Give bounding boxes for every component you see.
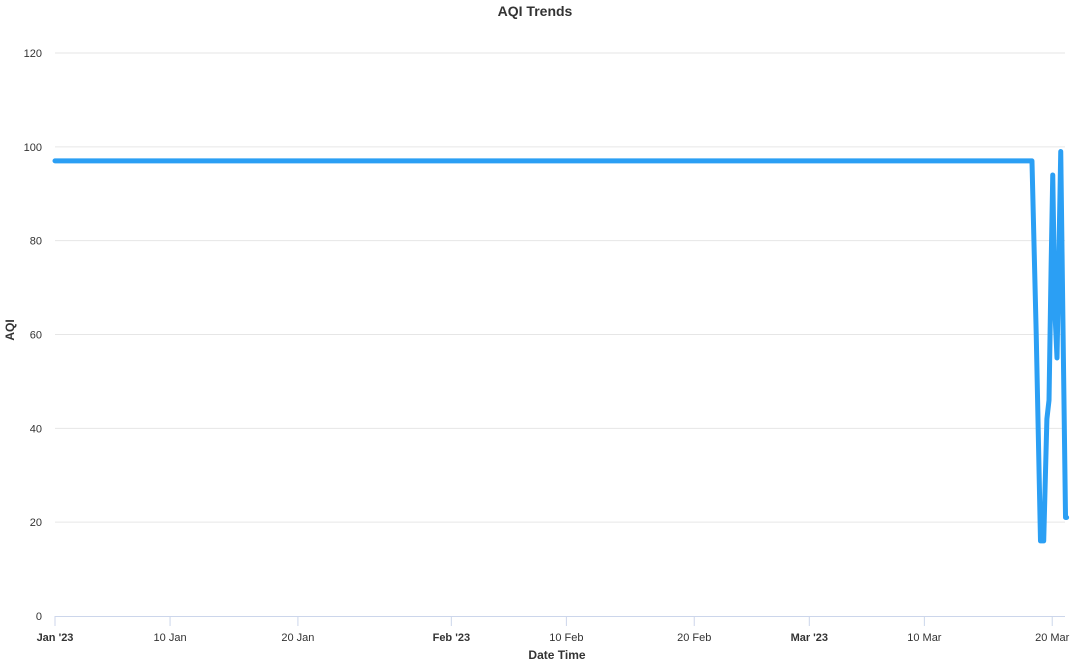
x-tick-label: 20 Jan xyxy=(281,632,314,644)
chart-title: AQI Trends xyxy=(498,3,573,19)
x-tick-label: 10 Jan xyxy=(154,632,187,644)
x-axis-ticks: Jan '23 10 Jan 20 Jan Feb '23 10 Feb 20 Feb Ma… xyxy=(37,616,1070,644)
aqi-series-line xyxy=(52,149,1070,544)
y-tick-label: 60 xyxy=(30,330,42,342)
x-tick-label: 20 Feb xyxy=(677,632,711,644)
y-tick-label: 120 xyxy=(24,48,42,60)
y-tick-label: 80 xyxy=(30,236,42,248)
y-tick-label: 0 xyxy=(36,611,42,623)
y-tick-label: 20 xyxy=(30,517,42,529)
x-tick-label: 10 Mar xyxy=(907,632,942,644)
x-tick-label: Mar '23 xyxy=(791,632,828,644)
x-axis-label: Date Time xyxy=(528,648,585,662)
y-tick-label: 40 xyxy=(30,423,42,435)
y-axis-label: AQI xyxy=(3,319,17,340)
gridlines xyxy=(55,52,1065,523)
series-layer xyxy=(52,149,1070,544)
x-tick-label: 10 Feb xyxy=(549,632,583,644)
x-tick-label: 20 Mar xyxy=(1035,632,1070,644)
x-tick-label: Feb '23 xyxy=(433,632,470,644)
y-tick-label: 100 xyxy=(24,142,42,154)
y-axis-ticks: 0 20 40 60 80 100 120 xyxy=(24,48,42,623)
x-tick-label: Jan '23 xyxy=(37,632,74,644)
